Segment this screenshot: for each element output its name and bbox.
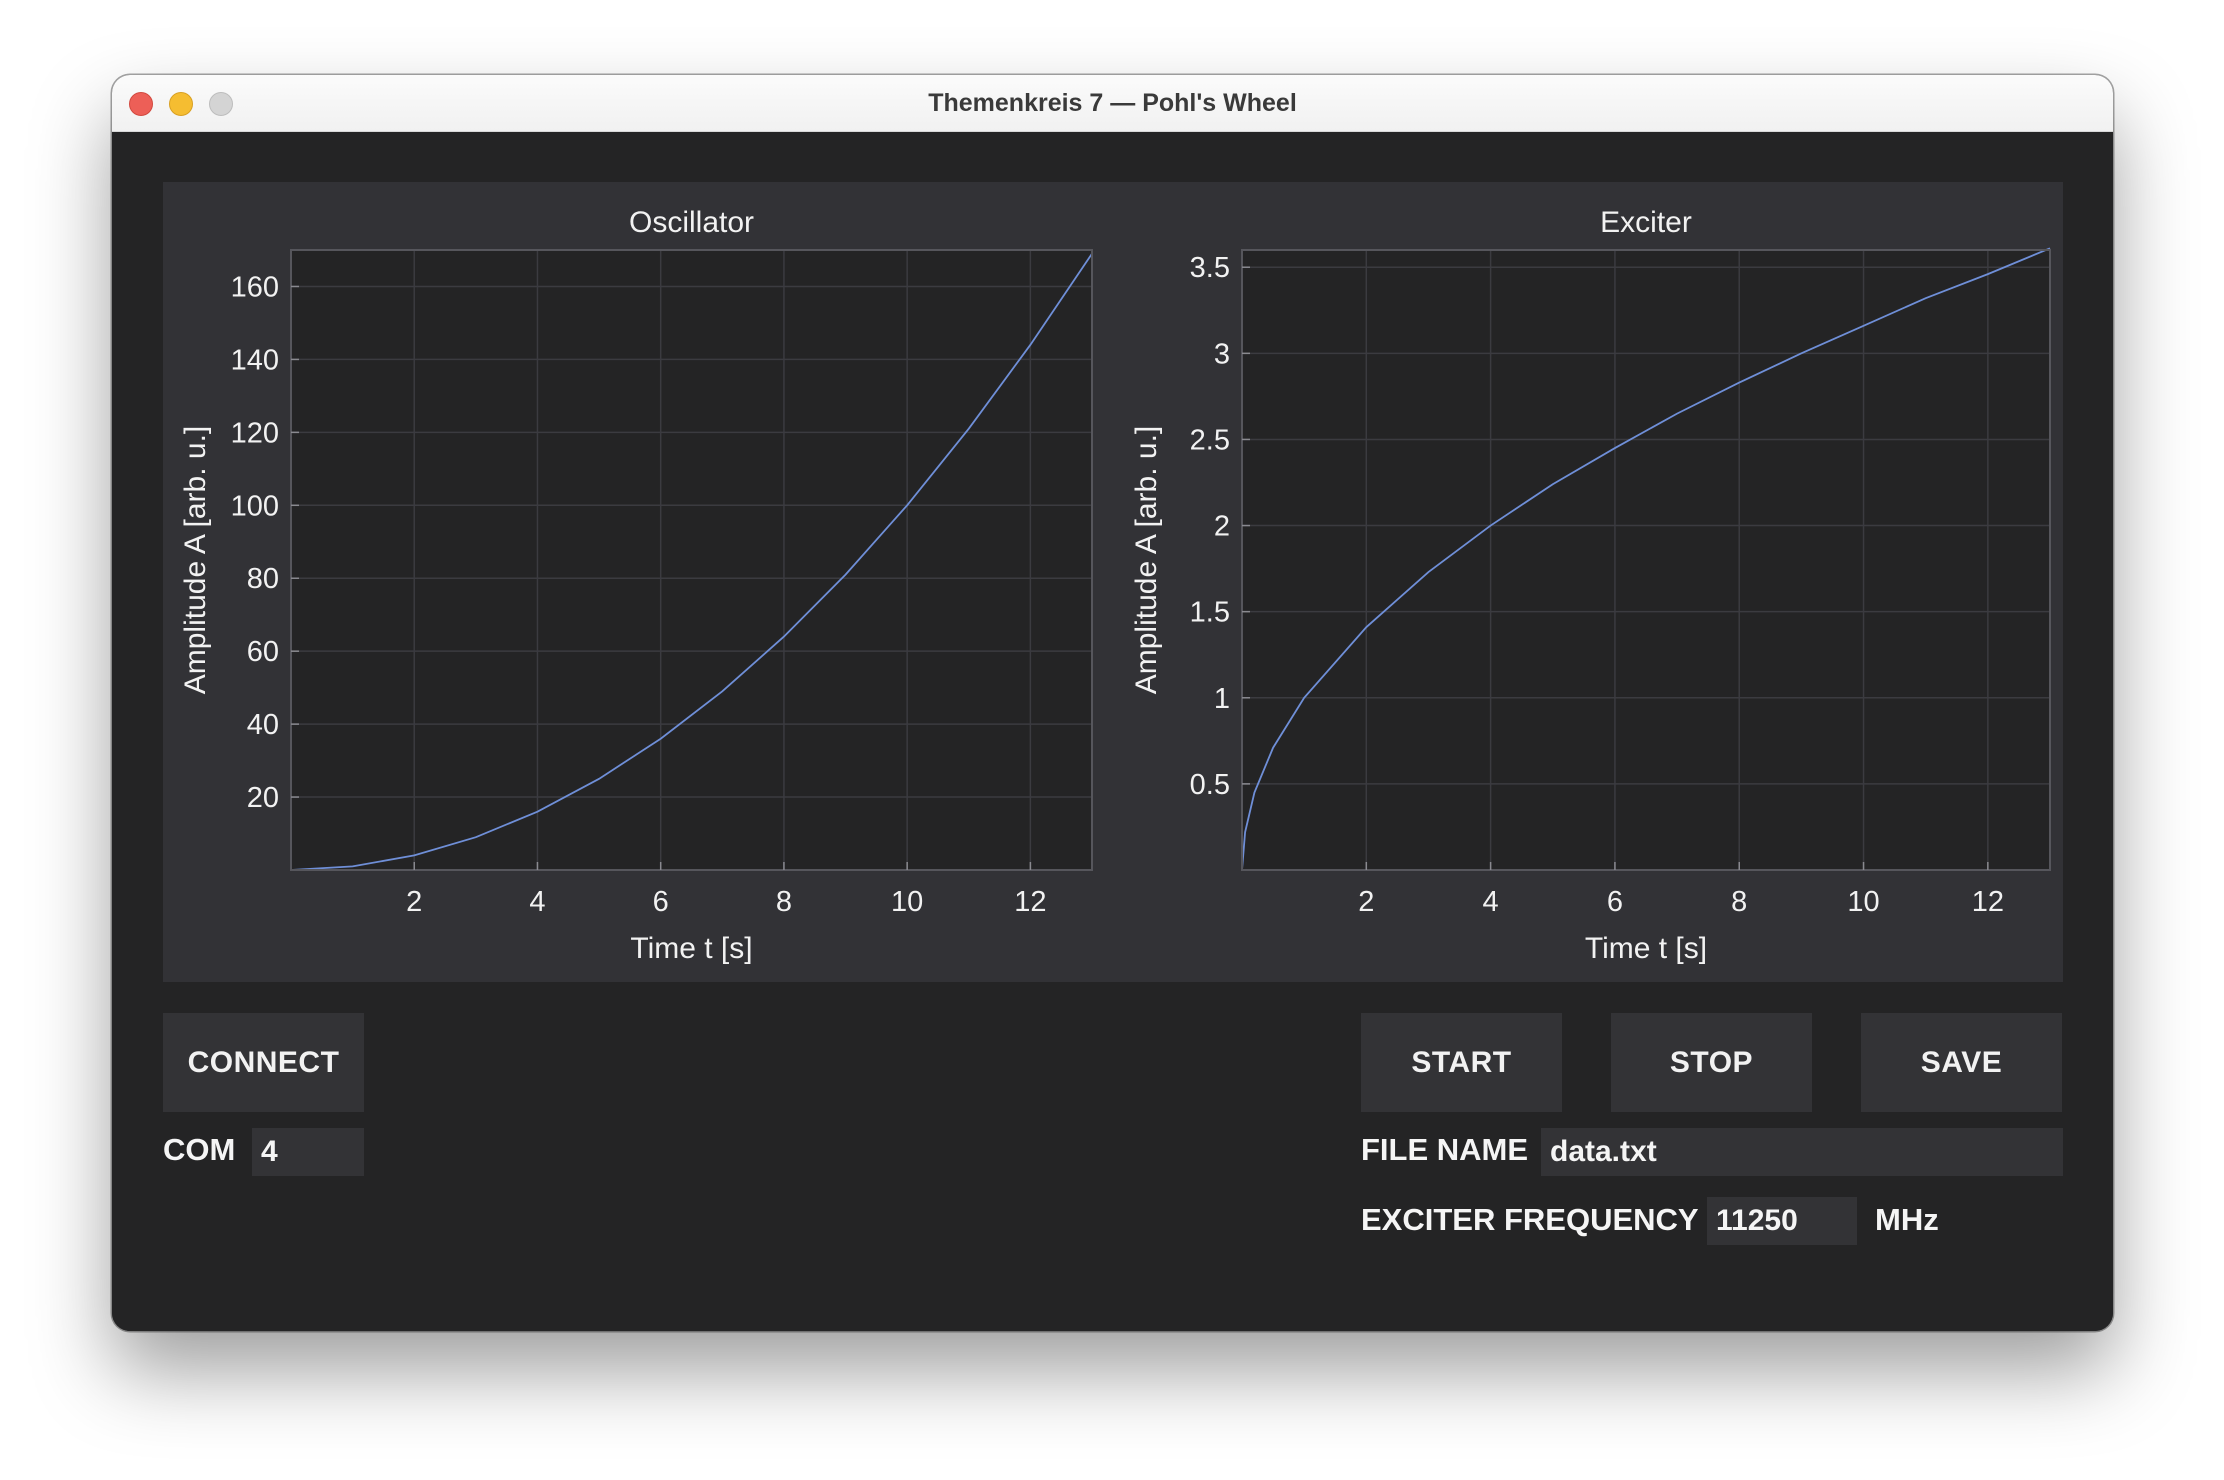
stop-button[interactable]: STOP — [1611, 1013, 1812, 1112]
oscillator-y-tick-label: 20 — [247, 782, 279, 814]
zoom-window-button[interactable] — [209, 92, 233, 116]
oscillator-y-axis-label: Amplitude A [arb. u.] — [179, 426, 212, 695]
oscillator-x-axis-label: Time t [s] — [630, 932, 752, 965]
plot-area: 2 4 6 8 10 12 20 40 60 80 100 120 140 160 Oscillator Ti… — [163, 182, 2063, 982]
oscillator-y-tick-label: 140 — [231, 344, 279, 376]
exciter-x-tick-label: 2 — [1358, 886, 1374, 918]
file-name-label: FILE NAME — [1361, 1132, 1529, 1167]
connect-button[interactable]: CONNECT — [163, 1013, 364, 1112]
exciter-series-line — [1241, 247, 2051, 871]
window-content: 2 4 6 8 10 12 20 40 60 80 100 120 140 160 Oscillator Ti… — [112, 132, 2113, 1331]
exciter-frequency-label: EXCITER FREQUENCY — [1361, 1202, 1699, 1237]
exciter-x-tick-label: 8 — [1731, 886, 1747, 918]
exciter-frequency-unit: MHz — [1875, 1202, 1939, 1237]
title-bar[interactable]: Themenkreis 7 — Pohl's Wheel — [112, 75, 2113, 132]
exciter-y-tick-label: 2 — [1214, 511, 1230, 543]
exciter-y-tick-label: 1.5 — [1190, 597, 1230, 629]
oscillator-axes-background — [291, 250, 1092, 870]
close-window-button[interactable] — [129, 92, 153, 116]
exciter-y-tick-label: 2.5 — [1190, 424, 1230, 456]
com-label: COM — [163, 1132, 236, 1167]
exciter-axes-frame — [1241, 249, 2051, 871]
oscillator-axes-frame — [290, 249, 1093, 871]
oscillator-x-tick-label: 4 — [529, 886, 545, 918]
window-title: Themenkreis 7 — Pohl's Wheel — [928, 89, 1297, 117]
oscillator-series-line — [290, 253, 1093, 871]
exciter-x-tick-label: 10 — [1847, 886, 1879, 918]
exciter-y-tick-label: 1 — [1214, 683, 1230, 715]
oscillator-y-tick-label: 120 — [231, 417, 279, 449]
exciter-frequency-input[interactable]: 11250 — [1707, 1197, 1857, 1245]
oscillator-chart-title: Oscillator — [629, 206, 754, 239]
exciter-x-tick-label: 6 — [1607, 886, 1623, 918]
exciter-x-tick-label: 12 — [1972, 886, 2004, 918]
oscillator-y-tick-label: 80 — [247, 563, 279, 595]
oscillator-x-tick-label: 12 — [1014, 886, 1046, 918]
exciter-chart-title: Exciter — [1600, 206, 1692, 239]
oscillator-y-tick-label: 60 — [247, 636, 279, 668]
app-window: Themenkreis 7 — Pohl's Wheel 2 4 6 8 10 12 20 4… — [112, 75, 2113, 1331]
plots-svg: 2 4 6 8 10 1220406080100120140160OscillatorTi… — [179, 206, 2051, 965]
oscillator-x-tick-label: 10 — [891, 886, 923, 918]
start-button[interactable]: START — [1361, 1013, 1562, 1112]
file-name-input[interactable]: data.txt — [1541, 1128, 2063, 1176]
save-button[interactable]: SAVE — [1861, 1013, 2062, 1112]
exciter-y-tick-label: 3.5 — [1190, 252, 1230, 284]
exciter-axes-background — [1242, 250, 2050, 870]
oscillator-chart: 2 4 6 8 10 12 20 40 60 80 100 120 140 160 Oscillator Ti… — [179, 206, 1093, 965]
exciter-y-tick-label: 0.5 — [1190, 769, 1230, 801]
oscillator-x-tick-label: 6 — [653, 886, 669, 918]
com-port-input[interactable]: 4 — [252, 1128, 364, 1176]
exciter-y-tick-label: 3 — [1214, 338, 1230, 370]
minimize-window-button[interactable] — [169, 92, 193, 116]
exciter-y-axis-label: Amplitude A [arb. u.] — [1130, 426, 1163, 695]
exciter-chart: 2 4 6 8 10 12 0.5 1 1.5 2 2.5 3 3.5 Exciter Time t [s]… — [1130, 206, 2051, 965]
oscillator-x-tick-label: 2 — [406, 886, 422, 918]
exciter-x-tick-label: 4 — [1483, 886, 1499, 918]
oscillator-y-tick-label: 40 — [247, 709, 279, 741]
oscillator-x-tick-label: 8 — [776, 886, 792, 918]
oscillator-y-tick-label: 160 — [231, 271, 279, 303]
exciter-x-axis-label: Time t [s] — [1585, 932, 1707, 965]
oscillator-y-tick-label: 100 — [231, 490, 279, 522]
